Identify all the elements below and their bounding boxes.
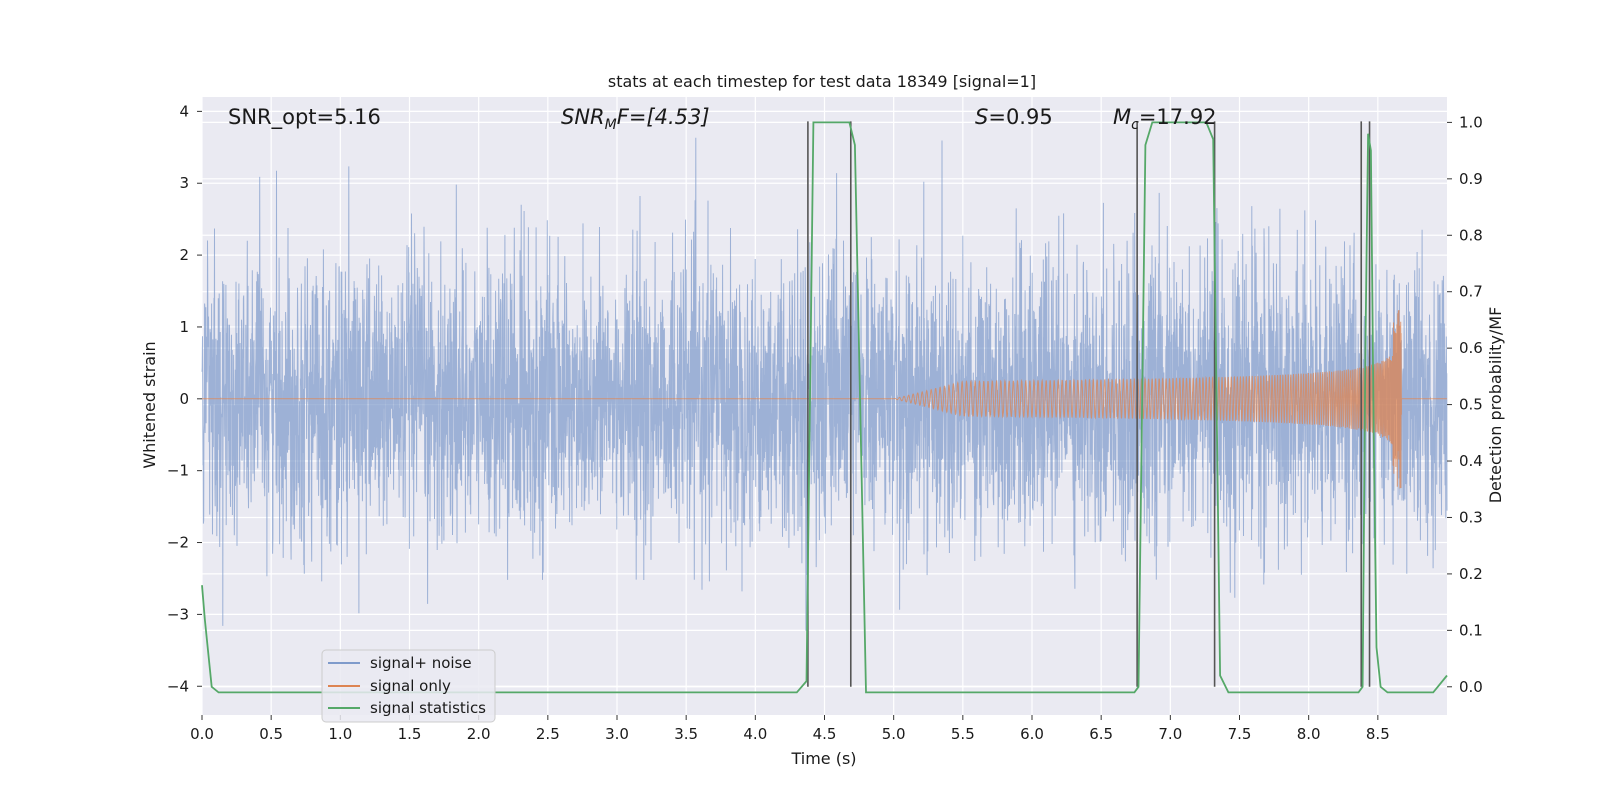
- y2-tick-label: 0.8: [1459, 226, 1483, 244]
- signal-statistics-line: [201, 121, 1448, 694]
- legend-label-noise: signal+ noise: [370, 654, 472, 672]
- annotation-snr-mf: SNRMF=[4.53]: [561, 105, 710, 133]
- y-tick-label: −4: [167, 677, 189, 695]
- y2-tick-label: 0.7: [1459, 283, 1483, 301]
- annotation-mc-subscript: c: [1131, 117, 1139, 133]
- y2-tick-label: 0.2: [1459, 565, 1483, 583]
- x-tick-label: 8.0: [1297, 725, 1321, 743]
- y-tick-label: −1: [167, 462, 189, 480]
- y2-tick-label: 1.0: [1459, 113, 1483, 131]
- annotation-snr-mf-label: SNR: [561, 105, 605, 129]
- x-tick-label: 0.5: [259, 725, 283, 743]
- y2-axis-title: Detection probability/MF: [1486, 307, 1505, 504]
- x-tick-label: 4.5: [813, 725, 837, 743]
- x-tick-label: 2.5: [536, 725, 560, 743]
- annotation-mc: Mc=17.92: [1113, 105, 1217, 133]
- y-axis-title: Whitened strain: [140, 341, 159, 468]
- y-tick-label: 1: [179, 318, 189, 336]
- y-tick-label: −3: [167, 605, 189, 623]
- x-tick-label: 6.0: [1020, 725, 1044, 743]
- x-axis-title: Time (s): [790, 749, 856, 768]
- x-tick-label: 3.0: [605, 725, 629, 743]
- x-tick-label: 2.0: [467, 725, 491, 743]
- y-tick-label: 2: [179, 246, 189, 264]
- y-tick-label: 3: [179, 174, 189, 192]
- x-tick-label: 5.5: [951, 725, 975, 743]
- y2-tick-label: 0.6: [1459, 339, 1483, 357]
- annotation-snr-opt: SNR_opt=5.16: [228, 105, 381, 130]
- annotation-mc-label: M: [1113, 105, 1131, 129]
- x-tick-label: 7.5: [1228, 725, 1252, 743]
- y2-tick-label: 0.3: [1459, 508, 1483, 526]
- annotation-s: S=0.95: [975, 105, 1053, 129]
- x-tick-label: 4.0: [743, 725, 767, 743]
- x-tick-label: 8.5: [1366, 725, 1390, 743]
- x-tick-label: 3.5: [674, 725, 698, 743]
- annotation-s-label: S: [975, 105, 988, 129]
- y-tick-label: −2: [167, 534, 189, 552]
- legend-box: [321, 649, 496, 723]
- legend-label-signal: signal only: [370, 677, 451, 695]
- y2-tick-label: 0.9: [1459, 170, 1483, 188]
- detection-vertical-lines: [807, 121, 1371, 687]
- x-tick-label: 5.0: [882, 725, 906, 743]
- y-tick-label: 0: [179, 390, 189, 408]
- annotation-mc-value: =17.92: [1139, 105, 1217, 129]
- signal-only-chirp-line: [202, 309, 1447, 489]
- y2-tick-label: 0.1: [1459, 621, 1483, 639]
- y-tick-label: 4: [179, 102, 189, 120]
- y2-tick-label: 0.0: [1459, 678, 1483, 696]
- chart-title: stats at each timestep for test data 183…: [608, 72, 1036, 91]
- annotation-snr-mf-subscript: M: [605, 117, 617, 133]
- annotation-s-value: =0.95: [988, 105, 1052, 129]
- y2-tick-label: 0.5: [1459, 396, 1483, 414]
- annotation-snr-mf-value: F=[4.53]: [617, 105, 710, 129]
- legend: signal+ noise signal only signal statist…: [321, 649, 496, 723]
- x-tick-label: 6.5: [1089, 725, 1113, 743]
- x-tick-label: 1.5: [398, 725, 422, 743]
- legend-label-stats: signal statistics: [370, 699, 486, 717]
- x-tick-label: 7.0: [1158, 725, 1182, 743]
- x-tick-label: 1.0: [328, 725, 352, 743]
- y2-tick-label: 0.4: [1459, 452, 1483, 470]
- axis-ticks: 0.0 0.5 1.0 1.5 2.0 2.5 3.0 3.5 4.0 4.5 5.0 5.5 6.0 6…: [167, 102, 1483, 743]
- x-tick-label: 0.0: [190, 725, 214, 743]
